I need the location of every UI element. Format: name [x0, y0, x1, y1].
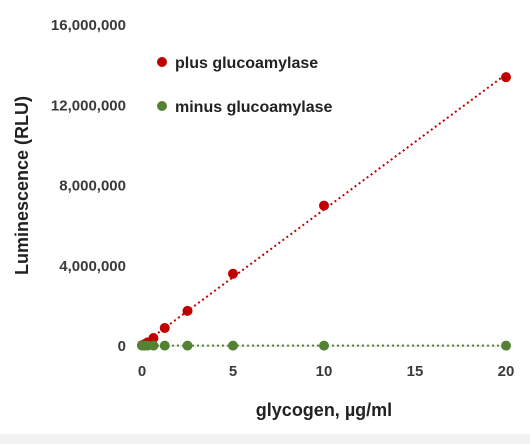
data-point [182, 340, 193, 351]
legend-marker-minus-glucoamylase [157, 101, 167, 111]
data-point [148, 340, 159, 351]
data-points [137, 72, 511, 351]
legend-label-minus-glucoamylase: minus glucoamylase [175, 99, 332, 116]
x-tick-label: 10 [316, 363, 333, 380]
legend: plus glucoamylase minus glucoamylase [157, 55, 332, 116]
scatter-chart: 0 4,000,000 8,000,000 12,000,000 16,000,000 0… [12, 17, 514, 420]
x-axis-title: glycogen, µg/ml [256, 400, 392, 420]
y-tick-label: 16,000,000 [51, 17, 126, 34]
tick-labels: 0 4,000,000 8,000,000 12,000,000 16,000,000 0… [51, 17, 514, 380]
data-point [159, 340, 170, 351]
data-point [182, 305, 193, 316]
legend-marker-plus-glucoamylase [157, 57, 167, 67]
legend-label-plus-glucoamylase: plus glucoamylase [175, 55, 318, 72]
data-point [319, 340, 329, 351]
data-point [228, 340, 238, 351]
x-tick-label: 5 [229, 363, 237, 380]
y-axis-title: Luminescence (RLU) [12, 96, 32, 275]
data-point [148, 332, 159, 343]
data-point [228, 268, 238, 279]
x-tick-label: 15 [407, 363, 424, 380]
y-tick-label: 8,000,000 [59, 178, 126, 195]
y-tick-label: 12,000,000 [51, 97, 126, 114]
data-point [319, 200, 329, 211]
x-tick-label: 20 [498, 363, 515, 380]
bottom-strip [0, 434, 530, 444]
x-tick-label: 0 [138, 363, 146, 380]
y-tick-label: 4,000,000 [59, 258, 126, 275]
data-point [159, 322, 170, 333]
data-point [501, 72, 511, 83]
data-point [501, 340, 511, 351]
y-tick-label: 0 [118, 338, 126, 355]
